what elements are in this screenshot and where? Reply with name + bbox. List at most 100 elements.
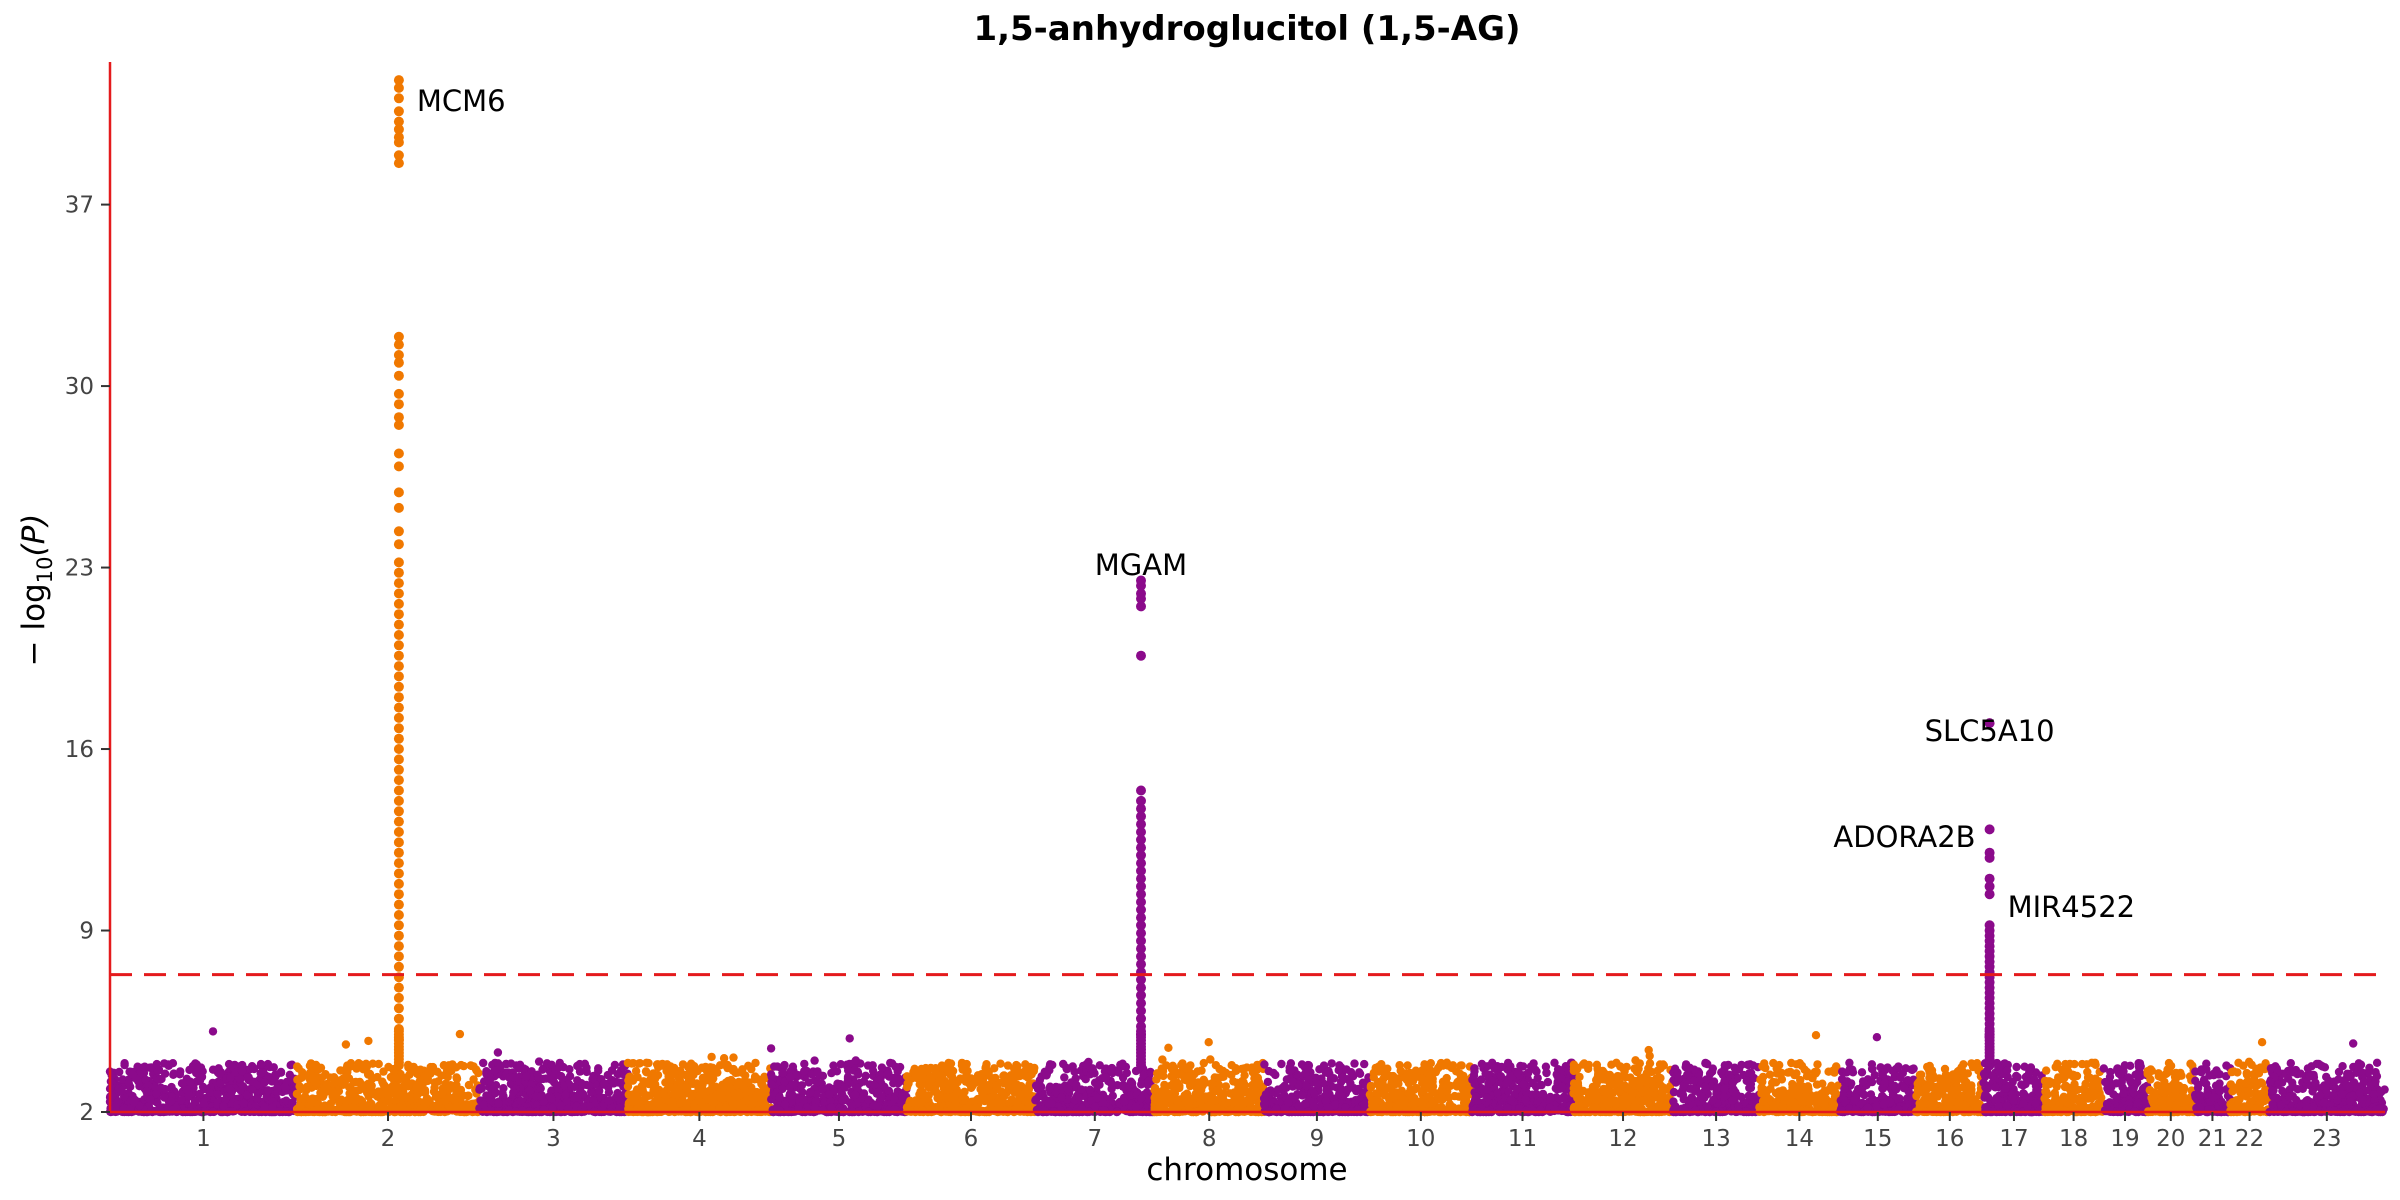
snp-point: [118, 1075, 127, 1084]
snp-point: [1381, 1071, 1390, 1080]
snp-point: [1327, 1059, 1336, 1068]
snp-point: [323, 1103, 333, 1112]
snp-point: [225, 1084, 234, 1094]
snp-point: [767, 1080, 776, 1089]
snp-point: [840, 1083, 849, 1092]
snp-point: [1095, 1080, 1104, 1090]
snp-point: [916, 1098, 926, 1108]
snp-point: [537, 1091, 546, 1101]
snp-point: [293, 1075, 302, 1084]
snp-point: [1107, 1066, 1116, 1075]
snp-point: [169, 1069, 178, 1078]
snp-point: [975, 1076, 984, 1086]
snp-point: [452, 1088, 461, 1097]
snp-point: [1204, 1038, 1213, 1047]
snp-point: [804, 1078, 813, 1087]
snp-point: [224, 1059, 234, 1069]
snp-point: [1434, 1094, 1444, 1104]
snp-point: [953, 1077, 962, 1087]
snp-point: [268, 1103, 277, 1112]
snp-point: [836, 1060, 845, 1069]
snp-point: [304, 1082, 313, 1091]
snp-point: [704, 1076, 713, 1085]
snp-point: [133, 1062, 142, 1071]
snp-point: [1444, 1093, 1454, 1102]
snp-point: [142, 1087, 151, 1096]
snp-point: [599, 1079, 609, 1088]
snp-point: [356, 1060, 365, 1069]
snp-point: [494, 1099, 503, 1108]
snp-point: [1286, 1059, 1296, 1068]
snp-point: [700, 1106, 709, 1115]
snp-point: [1421, 1094, 1430, 1104]
snp-point: [446, 1083, 455, 1093]
snp-point: [884, 1069, 893, 1078]
snp-point: [707, 1052, 716, 1062]
snp-point: [322, 1079, 332, 1089]
snp-point: [1157, 1064, 1167, 1073]
snp-point: [1004, 1084, 1013, 1093]
snp-point: [812, 1090, 821, 1099]
snp-point: [669, 1070, 679, 1079]
snp-point: [146, 1095, 155, 1104]
snp-point: [613, 1088, 622, 1098]
snp-point: [1366, 1081, 1376, 1091]
snp-point: [490, 1066, 499, 1075]
snp-point: [1260, 1060, 1269, 1069]
snp-point: [1017, 1090, 1026, 1100]
snp-point: [1003, 1061, 1013, 1070]
snp-point: [1057, 1093, 1066, 1102]
snp-point: [1342, 1065, 1351, 1074]
snp-point: [750, 1075, 759, 1084]
snp-point: [152, 1059, 161, 1069]
snp-point: [319, 1091, 328, 1100]
snp-point: [455, 1029, 465, 1039]
snp-point: [548, 1103, 557, 1113]
snp-point: [798, 1088, 807, 1097]
snp-point: [509, 1088, 518, 1097]
snp-point: [962, 1066, 971, 1075]
snp-point: [522, 1072, 531, 1081]
snp-point: [715, 1104, 724, 1113]
snp-point: [413, 1090, 422, 1100]
snp-point: [710, 1093, 719, 1102]
snp-point: [884, 1086, 894, 1096]
snp-point: [1187, 1074, 1196, 1083]
snp-point: [1199, 1058, 1209, 1068]
snp-point: [946, 1070, 955, 1080]
snp-point: [1422, 1061, 1432, 1070]
snp-point: [1062, 1063, 1071, 1073]
snp-point: [976, 1094, 986, 1103]
snp-point: [1210, 1073, 1220, 1082]
snp-point: [1236, 1087, 1245, 1097]
snp-point: [1335, 1061, 1344, 1070]
snp-point: [945, 1085, 954, 1094]
snp-point: [1164, 1043, 1173, 1053]
snp-point: [1417, 1074, 1427, 1083]
snp-point: [160, 1093, 169, 1102]
snp-point: [552, 1081, 561, 1090]
snp-point: [689, 1070, 698, 1080]
snp-point: [623, 1082, 633, 1091]
snp-point: [744, 1061, 753, 1071]
snp-point: [1169, 1077, 1179, 1087]
snp-point: [1182, 1064, 1191, 1073]
snp-point: [365, 1069, 375, 1079]
snp-point: [1101, 1073, 1110, 1083]
snp-point: [1199, 1075, 1208, 1085]
snp-point: [979, 1086, 989, 1095]
snp-point: [358, 1081, 368, 1090]
snp-point: [1248, 1080, 1257, 1090]
snp-point: [472, 1066, 481, 1075]
snp-point: [718, 1094, 727, 1103]
snp-point: [827, 1068, 836, 1078]
snp-point: [1477, 1059, 1487, 1069]
snp-point: [464, 1091, 473, 1100]
snp-point: [604, 1088, 614, 1097]
snp-point: [1396, 1066, 1405, 1075]
snp-point: [192, 1068, 201, 1078]
snp-point: [352, 1086, 362, 1095]
snp-point: [927, 1075, 936, 1085]
snp-point: [1496, 1072, 1506, 1081]
snp-point: [401, 1093, 411, 1102]
